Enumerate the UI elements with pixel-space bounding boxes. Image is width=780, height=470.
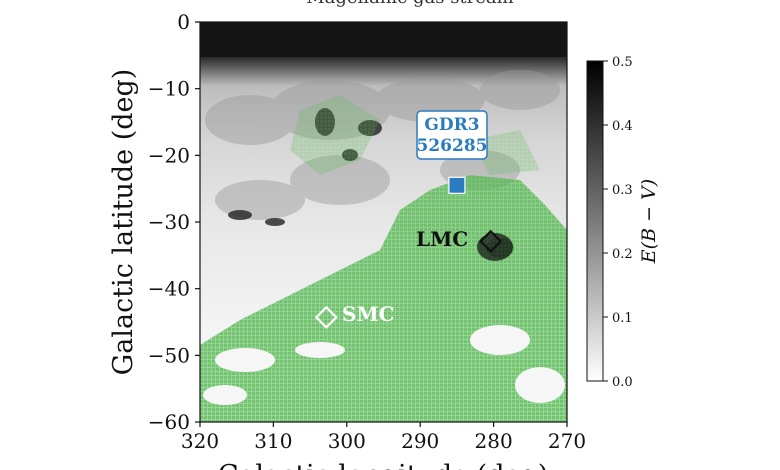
colorbar-gradient: [586, 60, 604, 382]
y-axis-ticks: 0 −10 −20 −30 −40 −50 −60: [148, 10, 200, 434]
lmc-marker: [479, 229, 503, 253]
x-tick-label: 280: [475, 429, 513, 453]
x-tick-label: 270: [548, 429, 586, 453]
colorbar-tick-label: 0.1: [612, 311, 633, 326]
gdr3-label-box: [416, 110, 488, 160]
colorbar-tick-label: 0.3: [612, 183, 633, 198]
gas-gaps: [203, 325, 565, 405]
x-tick-label: 320: [181, 429, 219, 453]
gdr3-label-line1: GDR3: [424, 115, 479, 135]
smc-label: SMC: [342, 302, 395, 326]
colorbar-ticks: 0.5 0.4 0.3 0.2 0.1 0.0: [603, 55, 633, 390]
smc-marker: [314, 305, 338, 329]
lmc-label: LMC: [416, 227, 468, 251]
y-axis-label: Galactic latitude (deg): [108, 69, 139, 376]
colorbar-label: E(B − V): [638, 179, 660, 264]
gdr3-marker: [448, 176, 466, 194]
figure-title: Magellanic gas stream: [306, 0, 513, 8]
colorbar-tick-label: 0.0: [612, 375, 633, 390]
y-tick-label: −30: [148, 210, 190, 234]
y-tick-label: −40: [148, 277, 190, 301]
plot-area: [200, 22, 567, 422]
y-tick-label: 0: [177, 10, 190, 34]
colorbar: 0.5 0.4 0.3 0.2 0.1 0.0 E(B − V): [586, 55, 660, 390]
gdr3-label-line2: 526285: [417, 136, 488, 156]
colorbar-tick-label: 0.4: [612, 119, 633, 134]
gdr3-annotation: GDR3 526285: [416, 110, 488, 160]
x-tick-label: 300: [328, 429, 366, 453]
dust-top-band: [200, 22, 567, 57]
y-tick-label: −20: [148, 143, 190, 167]
y-tick-label: −10: [148, 77, 190, 101]
x-tick-label: 310: [254, 429, 292, 453]
y-tick-label: −50: [148, 343, 190, 367]
x-axis-ticks: 320 310 300 290 280 270: [181, 422, 586, 453]
object-markers: [314, 176, 503, 329]
gas-scatter-upper: [290, 95, 380, 175]
colorbar-tick-label: 0.2: [612, 247, 633, 262]
y-tick-label: −60: [148, 410, 190, 434]
magellanic-gas-stream: [200, 175, 567, 422]
x-axis-label: Galactic longitude (deg): [218, 460, 549, 470]
colorbar-tick-label: 0.5: [612, 55, 633, 70]
x-tick-label: 290: [401, 429, 439, 453]
